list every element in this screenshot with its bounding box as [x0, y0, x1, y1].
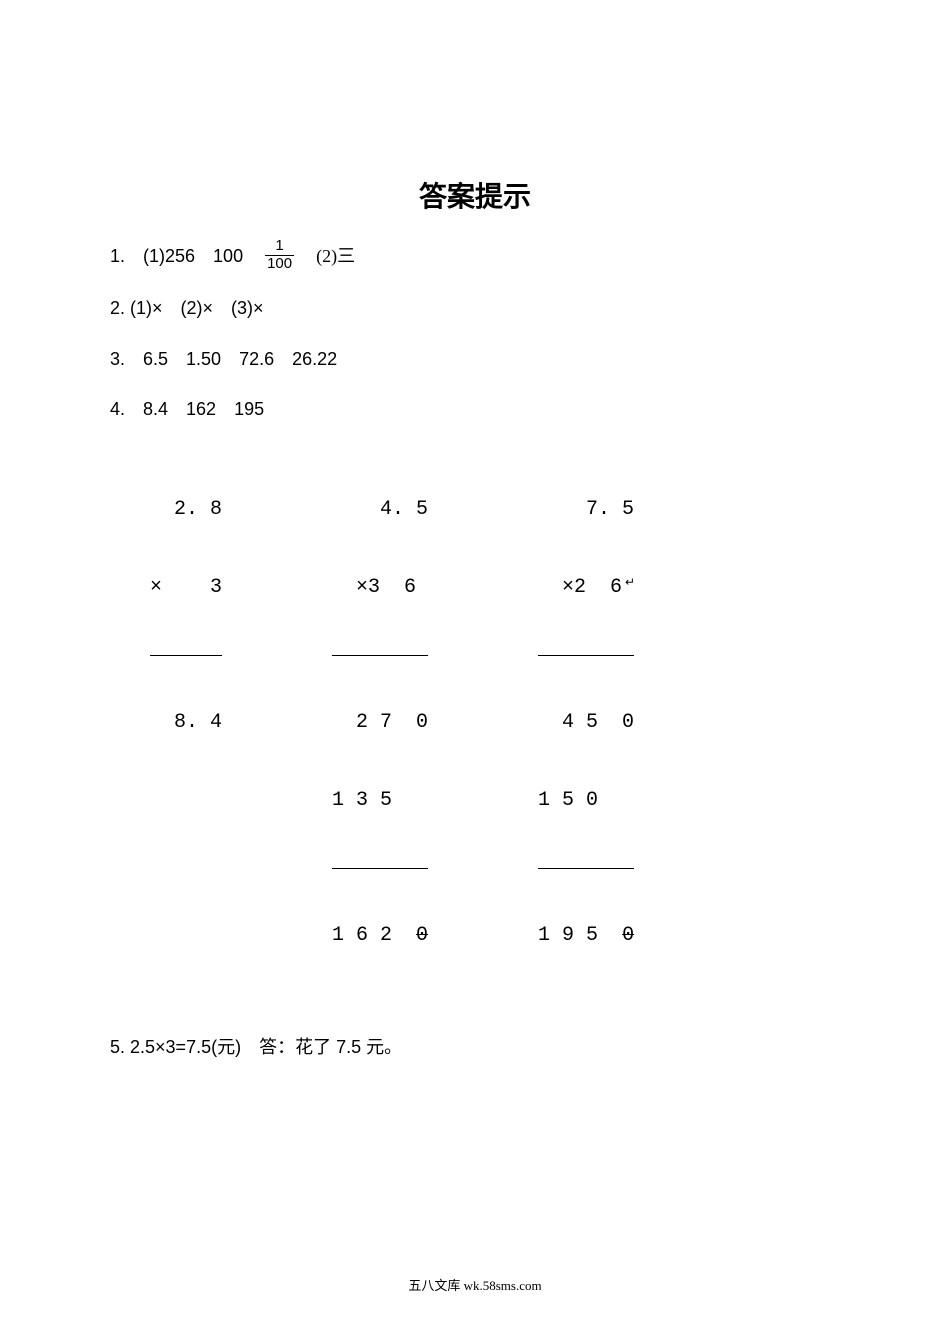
calc1-r2: × 3	[150, 575, 222, 601]
fraction-denominator: 100	[265, 256, 294, 273]
calc1-rule	[150, 655, 222, 656]
calc3-r3: 4 5 0	[538, 710, 634, 736]
calc3-r5-val: 1 9 5	[538, 924, 622, 947]
answer-line-1: 1. (1)256 100 1100 (2)三	[110, 240, 840, 274]
fraction-1-100: 1100	[265, 238, 294, 272]
calc2-rule2	[332, 868, 428, 869]
return-arrow-icon: ↵	[625, 575, 635, 590]
answer-line-4: 4. 8.4 162 195	[110, 393, 840, 425]
calc2-r3: 2 7 0	[332, 710, 428, 736]
answer-line-2: 2. (1)× (2)× (3)×	[110, 292, 840, 324]
calc1-r1: 2. 8	[150, 497, 222, 523]
page-footer: 五八文库 wk.58sms.com	[0, 1275, 950, 1294]
calc3-r1: 7. 5	[538, 497, 634, 523]
calculations-row: 2. 8 × 3 8. 4 4. 5 ×3 6 2 7 0 1 3 5 1 6 …	[150, 445, 840, 1001]
line1-suffix: (2)三	[298, 246, 355, 266]
calc3-rule2	[538, 868, 634, 869]
calc3-rule1	[538, 655, 634, 656]
calc3-r5: 1 9 5 0	[538, 923, 634, 949]
answer-title: 答案提示	[110, 175, 840, 215]
document-content: 答案提示 1. (1)256 100 1100 (2)三 2. (1)× (2)…	[0, 0, 950, 1064]
calc-block-2: 4. 5 ×3 6 2 7 0 1 3 5 1 6 2 0	[332, 445, 428, 1001]
calc3-r4: 1 5 0	[538, 788, 634, 814]
calc2-rule1	[332, 655, 428, 656]
answer-line-3: 3. 6.5 1.50 72.6 26.22	[110, 343, 840, 375]
calc2-r1: 4. 5	[332, 497, 428, 523]
answer-line-5: 5. 2.5×3=7.5(元) 答：花了 7.5 元。	[110, 1031, 840, 1063]
fraction-numerator: 1	[265, 238, 294, 256]
calc3-strike-zero: 0	[622, 924, 634, 947]
calc-block-3: 7. 5 ×2 6 4 5 0 1 5 0 1 9 5 0	[538, 445, 634, 1001]
calc2-r5-val: 1 6 2	[332, 924, 416, 947]
calc1-r3: 8. 4	[150, 710, 222, 736]
calc2-r4: 1 3 5	[332, 788, 428, 814]
line1-prefix: 1. (1)256 100	[110, 246, 261, 266]
calc2-strike-zero: 0	[416, 924, 428, 947]
calc2-r5: 1 6 2 0	[332, 923, 428, 949]
calc3-r2: ×2 6	[538, 575, 634, 601]
calc-block-1: 2. 8 × 3 8. 4	[150, 445, 222, 1001]
calc2-r2: ×3 6	[332, 575, 428, 601]
